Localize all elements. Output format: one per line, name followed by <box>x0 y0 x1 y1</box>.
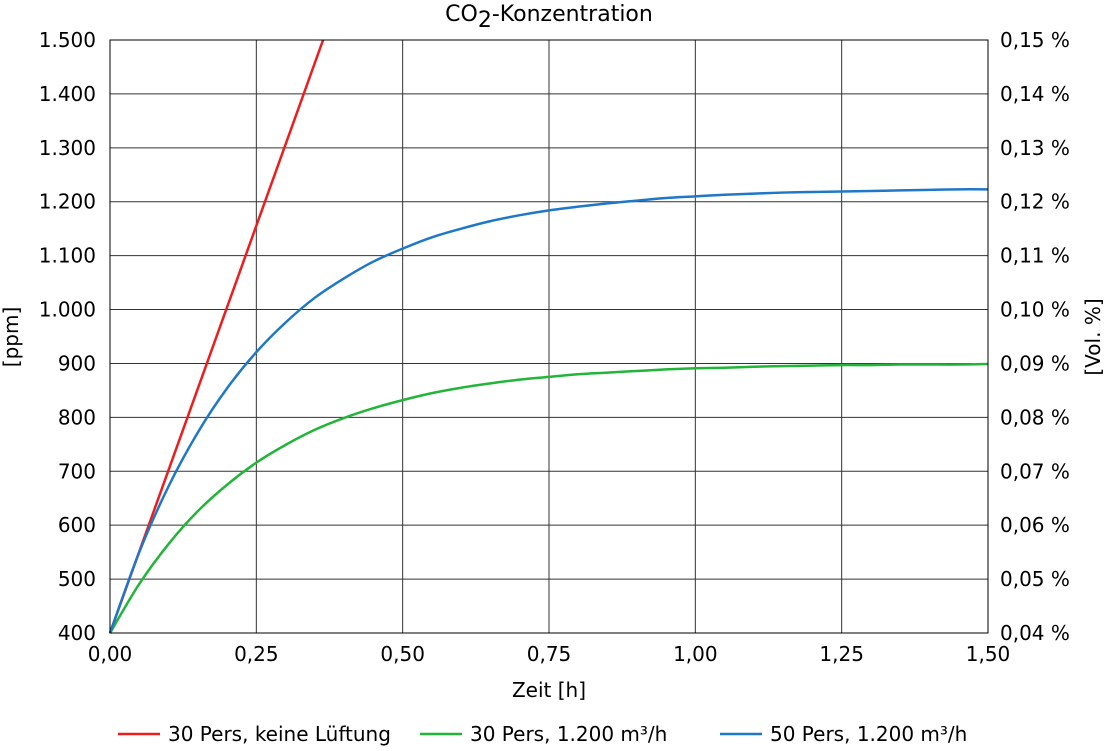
y-axis-label: [ppm] <box>0 307 23 367</box>
y-tick-label: 1.300 <box>39 136 96 160</box>
y-tick-label: 1.500 <box>39 28 96 52</box>
series-line <box>108 362 989 634</box>
y2-tick-label: 0,06 % <box>1000 513 1070 537</box>
plot-frame <box>109 39 989 634</box>
y2-tick-label: 0,13 % <box>1000 136 1070 160</box>
y2-tick-label: 0,12 % <box>1000 190 1070 214</box>
y-tick-label: 900 <box>58 351 96 375</box>
x-tick-label: 0,75 <box>527 642 572 666</box>
y2-tick-label: 0,05 % <box>1000 567 1070 591</box>
y2-tick-label: 0,09 % <box>1000 351 1070 375</box>
x-tick-label: 1,00 <box>673 642 718 666</box>
y-tick-label: 500 <box>58 567 96 591</box>
y-tick-label: 1.400 <box>39 82 96 106</box>
y-tick-label: 600 <box>58 513 96 537</box>
legend: 30 Pers, keine Lüftung 30 Pers, 1.200 m³/… <box>118 722 967 746</box>
y2-axis-label: [Vol. %] <box>1081 298 1105 375</box>
x-tick-label: 1,25 <box>819 642 864 666</box>
y2-tick-label: 0,15 % <box>1000 28 1070 52</box>
legend-label: 50 Pers, 1.200 m³/h <box>770 722 967 746</box>
x-tick-label: 1,50 <box>966 642 1011 666</box>
x-axis-label: Zeit [h] <box>512 678 586 702</box>
x-tick-label: 0,50 <box>380 642 425 666</box>
y-tick-label: 700 <box>58 459 96 483</box>
series-group <box>108 39 989 634</box>
y2-tick-label: 0,11 % <box>1000 244 1070 268</box>
x-tick-label: 0,25 <box>234 642 279 666</box>
y-tick-label: 1.200 <box>39 190 96 214</box>
y-tick-label: 800 <box>58 405 96 429</box>
y2-tick-label: 0,08 % <box>1000 405 1070 429</box>
series-line <box>108 188 989 634</box>
y2-tick-label: 0,04 % <box>1000 621 1070 645</box>
legend-label: 30 Pers, keine Lüftung <box>168 722 391 746</box>
y2-tick-label: 0,10 % <box>1000 298 1070 322</box>
y-tick-label: 1.100 <box>39 244 96 268</box>
grid <box>109 39 989 634</box>
legend-label: 30 Pers, 1.200 m³/h <box>470 722 667 746</box>
tick-labels: 0,00 0,25 0,50 0,75 1,00 1,25 1,50 400 0,04 % 500… <box>39 28 1070 666</box>
y2-tick-label: 0,07 % <box>1000 459 1070 483</box>
chart-title: CO2-Konzentration <box>445 2 653 33</box>
y2-tick-label: 0,14 % <box>1000 82 1070 106</box>
y-tick-label: 1.000 <box>39 298 96 322</box>
y-tick-label: 400 <box>58 621 96 645</box>
x-tick-label: 0,00 <box>88 642 133 666</box>
